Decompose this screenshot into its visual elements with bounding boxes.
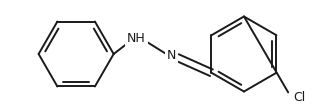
Text: N: N — [167, 49, 177, 62]
Text: NH: NH — [127, 32, 146, 45]
Text: Cl: Cl — [293, 91, 305, 104]
